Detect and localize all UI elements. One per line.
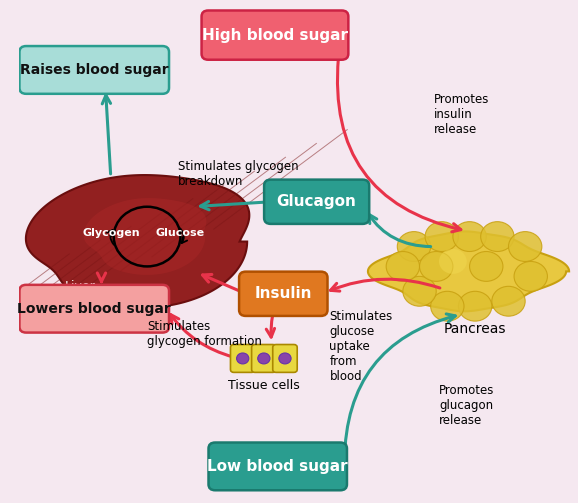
Circle shape [453, 222, 486, 252]
Circle shape [386, 252, 420, 281]
Polygon shape [368, 231, 569, 311]
FancyBboxPatch shape [209, 443, 347, 490]
FancyBboxPatch shape [239, 272, 328, 316]
FancyBboxPatch shape [264, 180, 369, 224]
Circle shape [397, 231, 431, 262]
Text: Glucagon: Glucagon [277, 194, 357, 209]
Circle shape [431, 291, 464, 321]
FancyBboxPatch shape [251, 345, 276, 372]
Circle shape [236, 353, 249, 364]
Text: Stimulates
glucose
uptake
from
blood: Stimulates glucose uptake from blood [329, 309, 392, 382]
Circle shape [279, 353, 291, 364]
Circle shape [403, 276, 436, 306]
FancyBboxPatch shape [20, 46, 169, 94]
FancyBboxPatch shape [202, 11, 349, 60]
Circle shape [481, 222, 514, 252]
FancyBboxPatch shape [231, 345, 255, 372]
Text: Stimulates glycogen
breakdown: Stimulates glycogen breakdown [177, 160, 298, 189]
Circle shape [514, 262, 547, 291]
FancyBboxPatch shape [20, 285, 169, 332]
Text: Glycogen: Glycogen [82, 227, 140, 237]
Circle shape [425, 222, 458, 252]
Text: Liver: Liver [65, 280, 96, 293]
Circle shape [492, 286, 525, 316]
FancyBboxPatch shape [273, 345, 297, 372]
Text: Stimulates
glycogen formation: Stimulates glycogen formation [147, 319, 262, 348]
Circle shape [420, 252, 453, 281]
Circle shape [509, 231, 542, 262]
Text: Tissue cells: Tissue cells [228, 379, 300, 392]
Polygon shape [83, 198, 206, 275]
Circle shape [439, 249, 467, 274]
Text: Pancreas: Pancreas [444, 321, 506, 336]
Text: Raises blood sugar: Raises blood sugar [20, 63, 169, 77]
Text: Glucose: Glucose [156, 227, 205, 237]
Text: Promotes
glucagon
release: Promotes glucagon release [439, 384, 494, 427]
Circle shape [469, 252, 503, 281]
Text: Insulin: Insulin [254, 286, 312, 301]
Text: Lowers blood sugar: Lowers blood sugar [17, 302, 171, 316]
Polygon shape [26, 175, 249, 308]
Text: Promotes
insulin
release: Promotes insulin release [434, 93, 489, 136]
Text: Low blood sugar: Low blood sugar [208, 459, 348, 474]
Text: High blood sugar: High blood sugar [202, 28, 348, 43]
Circle shape [258, 353, 270, 364]
Circle shape [458, 291, 492, 321]
